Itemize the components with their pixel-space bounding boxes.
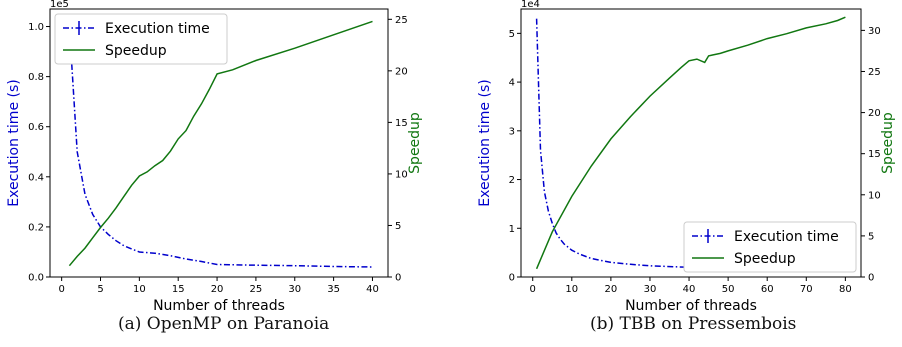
p0-y-left-tick-label: 0.0 (28, 273, 44, 284)
p1-y-right-axis-label: Speedup (880, 112, 896, 174)
p0-y-right-tick-label: 10 (395, 169, 408, 180)
p1-y-left-tick-label: 5 (509, 29, 515, 40)
p0-x-tick-label: 40 (366, 284, 379, 295)
p1-legend-label-0: Execution time (734, 229, 839, 245)
p1-x-tick-label: 0 (530, 284, 536, 295)
p1-axis-multiplier: 1e4 (521, 0, 540, 10)
p1-y-left-tick-label: 1 (509, 224, 515, 235)
p0-y-right-tick-label: 25 (395, 15, 408, 26)
p0-axis-multiplier: 1e5 (50, 0, 69, 10)
p1-series-line-execution-time (535, 18, 846, 270)
p1-y-right-tick-label: 10 (868, 190, 881, 201)
p0-y-left-tick-label: 1.0 (28, 22, 44, 33)
p1-y-right-tick-label: 20 (868, 108, 881, 119)
caption-b: (b) TBB on Pressembois (590, 314, 797, 334)
p1-x-tick-label: 50 (722, 284, 735, 295)
p1-y-right-tick-label: 5 (868, 231, 874, 242)
p0-x-tick-label: 25 (250, 284, 263, 295)
p1-x-tick-label: 10 (565, 284, 578, 295)
p0-x-tick-label: 15 (172, 284, 185, 295)
p0-legend-label-1: Speedup (105, 43, 167, 59)
p1-y-right-tick-label: 15 (868, 149, 881, 160)
p1-legend-label-1: Speedup (734, 251, 796, 267)
p1-x-tick-label: 80 (839, 284, 852, 295)
p1-x-axis-label: Number of threads (625, 298, 757, 314)
p1-y-right-tick-label: 30 (868, 26, 881, 37)
p1-x-tick-label: 70 (800, 284, 813, 295)
p0-series-line-execution-time (68, 26, 373, 268)
p1-y-left-axis-label: Execution time (s) (477, 79, 493, 206)
p0-y-right-tick-label: 5 (395, 221, 401, 232)
p0-x-tick-label: 10 (133, 284, 146, 295)
chart-panel-0: 0 5 10 15 20 25 30 35 40 0.0 0.2 0.4 0.6 0.8 1.0 0 5 10 15… (6, 0, 423, 314)
p0-x-tick-label: 5 (97, 284, 103, 295)
p0-y-left-tick-label: 0.8 (28, 72, 44, 83)
p1-x-tick-label: 20 (605, 284, 618, 295)
p0-y-left-axis-label: Execution time (s) (6, 79, 22, 206)
p0-x-tick-label: 35 (327, 284, 340, 295)
p1-x-tick-label: 60 (761, 284, 774, 295)
p0-x-tick-label: 30 (288, 284, 301, 295)
p0-x-tick-label: 0 (58, 284, 64, 295)
p0-legend: Execution time Speedup (54, 13, 228, 65)
p1-plot-frame (520, 8, 862, 278)
p0-x-tick-label: 20 (211, 284, 224, 295)
p0-plot-frame (49, 8, 389, 278)
p1-y-left-tick-label: 3 (509, 126, 515, 137)
p0-y-right-tick-label: 0 (395, 273, 401, 284)
p0-y-right-tick-label: 20 (395, 66, 408, 77)
p0-y-left-tick-label: 0.4 (28, 172, 44, 183)
p0-legend-label-0: Execution time (105, 21, 210, 37)
p1-x-tick-label: 40 (683, 284, 696, 295)
p0-y-right-tick-label: 15 (395, 118, 408, 129)
p1-legend-box (683, 221, 857, 273)
p1-y-right-tick-label: 0 (868, 273, 874, 284)
chart-panel-1: 0 10 20 30 40 50 60 70 800123450510152025301e4Nu… (477, 0, 896, 314)
p0-series-line-speedup (68, 20, 373, 267)
caption-a: (a) OpenMP on Paranoia (118, 314, 330, 334)
p0-legend-box (54, 13, 228, 65)
p0-y-left-tick-label: 0.6 (28, 122, 44, 133)
p1-x-tick-label: 30 (644, 284, 657, 295)
p0-y-left-tick-label: 0.2 (28, 222, 44, 233)
p0-y-right-axis-label: Speedup (407, 112, 423, 174)
p1-y-left-tick-label: 4 (509, 78, 515, 89)
p1-series-line-speedup (535, 16, 846, 270)
p0-x-axis-label: Number of threads (153, 298, 285, 314)
p1-y-left-tick-label: 0 (509, 273, 515, 284)
p1-y-right-tick-label: 25 (868, 67, 881, 78)
p1-y-left-tick-label: 2 (509, 175, 515, 186)
p1-legend: Execution time Speedup (683, 221, 857, 273)
